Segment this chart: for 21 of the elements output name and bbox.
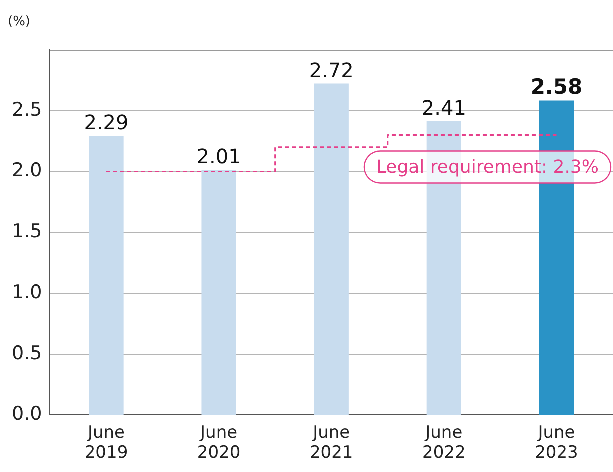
x-tick-label: June 2022	[422, 422, 466, 464]
y-tick-label: 0.0	[12, 403, 42, 426]
bar	[314, 84, 349, 416]
data-label: 2.01	[196, 144, 242, 169]
bar	[89, 136, 124, 416]
annotation: Legal requirement: 2.3%	[376, 156, 600, 178]
y-tick-label: 1.0	[12, 281, 42, 304]
bar	[202, 170, 236, 416]
data-label: 2.72	[309, 58, 354, 82]
y-tick-label: 2.0	[12, 160, 42, 182]
y-axis-title: (%)	[8, 14, 30, 30]
y-tick-label: 0.5	[12, 342, 42, 364]
data-label: 2.41	[422, 96, 466, 120]
y-tick-label: 2.5	[12, 98, 42, 121]
data-label: 2.58	[530, 75, 583, 100]
x-tick-label: June 2023	[535, 422, 578, 464]
x-tick-label: June 2021	[310, 422, 354, 464]
x-tick-label: June 2020	[197, 422, 241, 464]
y-tick-label: 1.5	[12, 220, 42, 243]
data-label: 2.29	[84, 110, 129, 135]
x-tick-label: June 2019	[84, 422, 128, 464]
